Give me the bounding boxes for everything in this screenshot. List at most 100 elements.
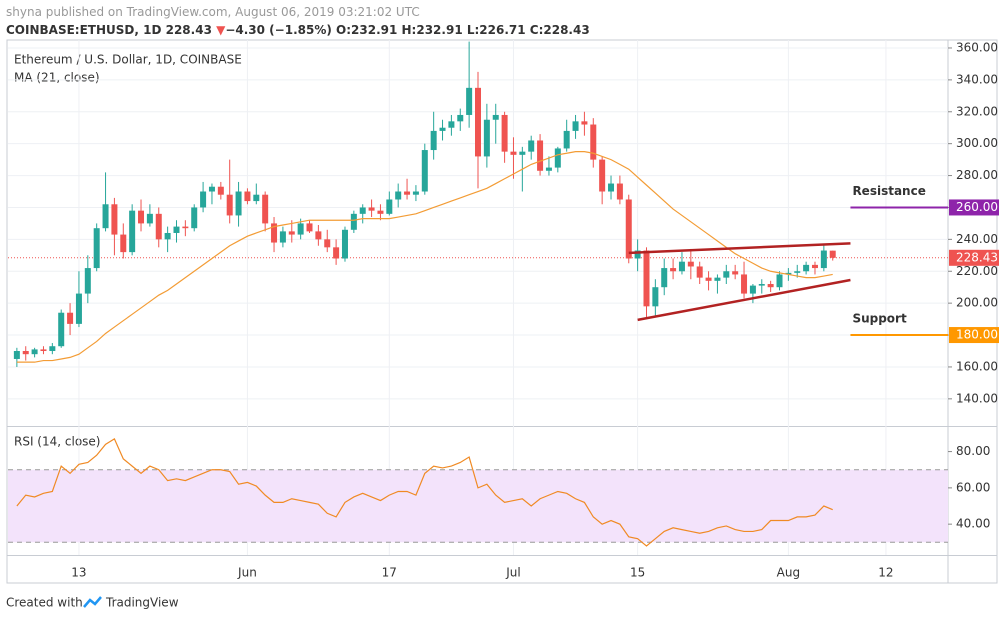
candle-body [687,261,694,267]
ohlc: O:232.91 H:232.91 L:226.71 C:228.43 [336,23,590,37]
candle-body [466,87,473,115]
candle-body [492,114,499,120]
candle-body [563,130,570,149]
y-tick-label: 300.00 [956,136,998,150]
last-price-badge [949,249,999,266]
y-tick-label: 140.00 [956,391,998,405]
last-price-label: 228.43 [956,250,998,264]
candle-body [767,284,774,288]
candle-body [616,183,623,200]
candle-body [173,226,180,233]
symbol: COINBASE:ETHUSD, 1D [6,23,161,37]
candle-body [368,207,375,211]
y-tick-label: 340.00 [956,72,998,86]
candle-body [288,231,295,235]
x-tick-label: 12 [878,566,893,580]
candle-body [732,271,739,275]
candle-body [404,191,411,195]
candle-body [661,268,668,288]
candle-body [643,250,650,307]
candle-body [599,159,606,192]
candle-body [519,151,526,155]
y-tick-label: 160.00 [956,359,998,373]
candle-body [200,191,207,208]
candle-body [652,287,659,307]
candle-body [155,213,162,240]
ma-line [16,151,833,363]
publisher-text: shyna published on TradingView.com, Augu… [6,5,420,19]
x-tick-label: 13 [71,566,86,580]
candle-body [262,194,269,224]
candle-body [625,199,632,259]
y-tick-label: 60.00 [956,480,990,494]
candle-body [794,271,801,273]
level-value: 260.00 [956,200,998,214]
level-text: Resistance [852,184,925,198]
candle-body [49,346,56,351]
candle-body [590,124,597,160]
change: −4.30 (−1.85%) [225,23,332,37]
level-value: 180.00 [956,328,998,342]
candle-body [475,87,481,157]
y-tick-label: 80.00 [956,444,990,458]
candle-body [333,247,340,259]
legend-title: Ethereum / U.S. Dollar, 1D, COINBASE [14,53,242,67]
candle-body [829,250,836,258]
y-tick-label: 360.00 [956,40,998,54]
candle-body [785,272,792,275]
candle-body [279,231,286,243]
candle-body [350,213,357,230]
candle-body [421,150,428,192]
candle-body [581,121,588,125]
x-tick-label: Jul [505,566,520,580]
candle-body [146,213,153,224]
candle-body [528,140,535,152]
candle-body [803,264,810,272]
candle-body [554,148,561,168]
candle-body [723,271,730,278]
candle-body [138,210,145,224]
candle-body [448,121,455,128]
candle-body [315,231,322,240]
x-tick-label: 17 [382,566,397,580]
candle-body [226,194,233,216]
candle-body [608,183,615,192]
candle-body [67,312,74,324]
candle-body [111,204,118,235]
candle-body [705,277,712,281]
y-tick-label: 240.00 [956,232,998,246]
y-tick-label: 40.00 [956,517,990,531]
level-text: Support [852,312,907,326]
candle-body [182,226,189,229]
y-tick-label: 200.00 [956,296,998,310]
candle-body [572,121,579,131]
candle-body [537,140,544,171]
candle-body [634,250,641,259]
candle-body [13,350,20,359]
candle-body [377,210,384,214]
candle-body [271,223,278,243]
candle-body [430,130,437,151]
candle-body [217,186,224,195]
candle-body [696,266,703,278]
publisher: shyna published on TradingView.com, Augu… [6,5,420,19]
candle-body [297,223,304,235]
candle-body [84,268,91,294]
trendline [628,242,851,255]
candle-body [678,261,685,272]
candle-body [253,194,260,202]
candle-body [439,127,446,131]
candle-body [501,114,508,152]
candle-body [758,284,765,286]
candle-body [40,349,47,351]
candle-body [235,191,242,216]
candle-body [31,349,38,355]
rsi-band [8,469,948,543]
candle-body [93,228,100,269]
y-tick-label: 320.00 [956,104,998,118]
candle-body [714,277,721,281]
candle-body [191,207,198,229]
candle-body [545,167,552,171]
y-tick-label: 280.00 [956,168,998,182]
